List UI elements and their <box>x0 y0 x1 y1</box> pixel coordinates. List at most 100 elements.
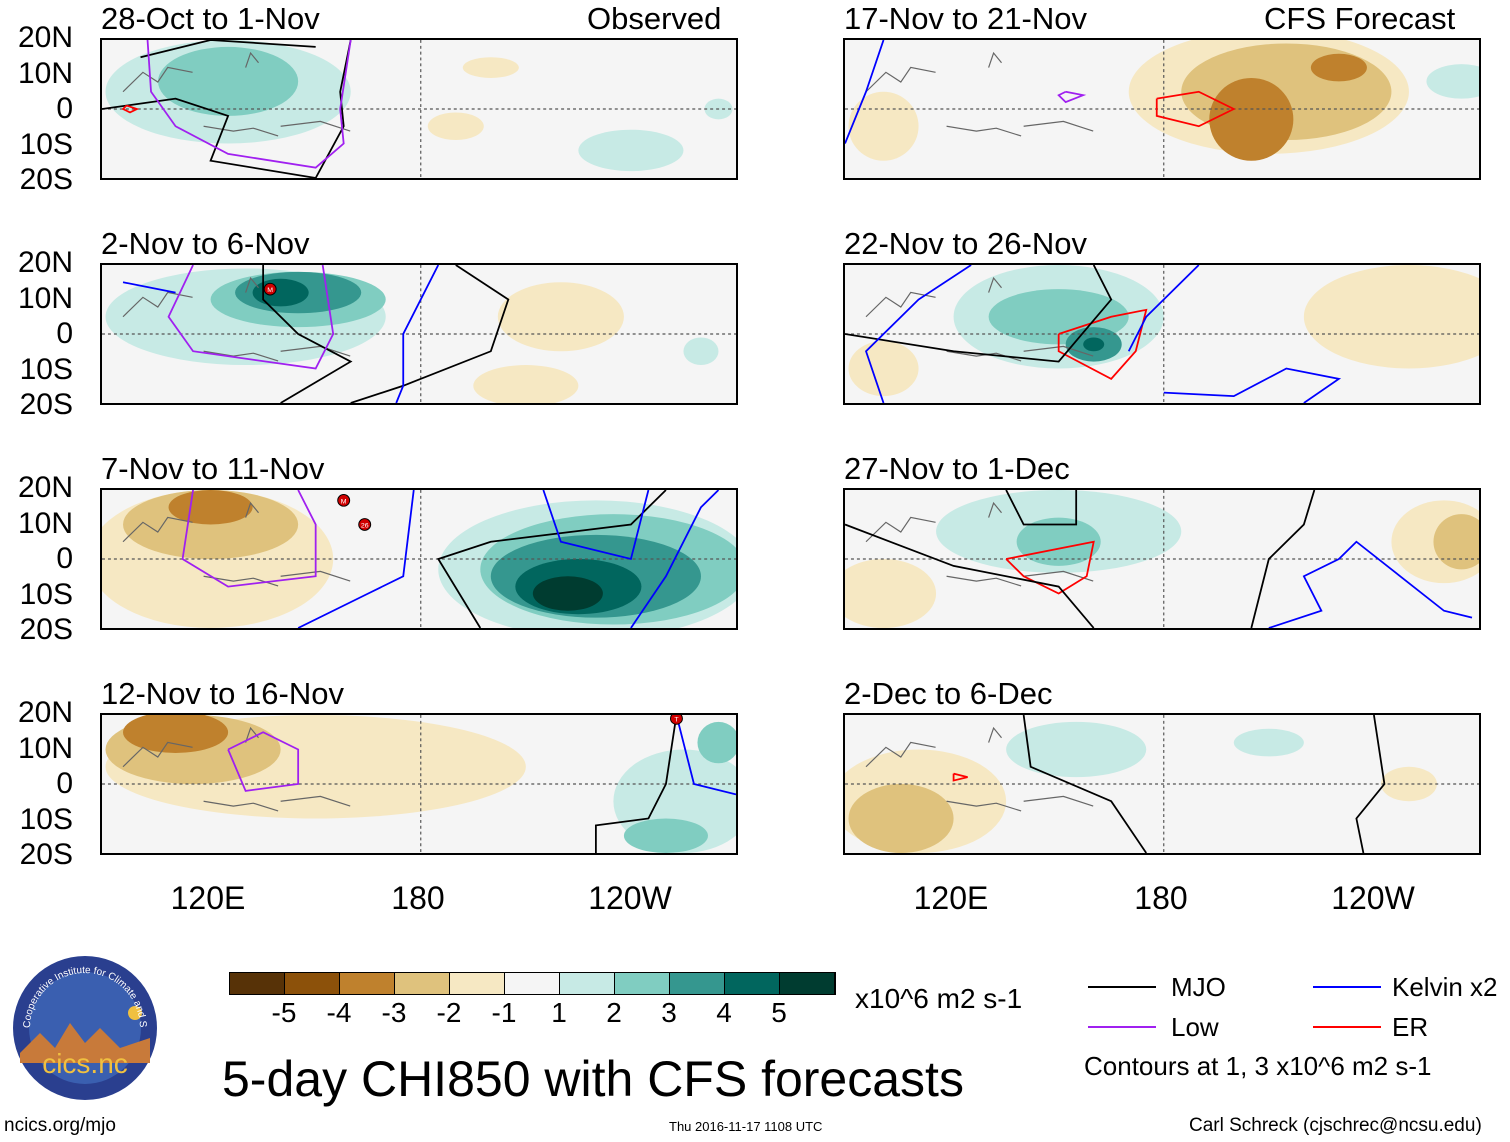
anomaly-region <box>158 46 299 116</box>
anomaly-region <box>123 715 229 753</box>
anomaly-region <box>1426 64 1479 99</box>
kelvin-contour <box>864 265 972 403</box>
anomaly-region <box>1380 766 1437 802</box>
timestamp: Thu 2016-11-17 1108 UTC <box>669 1119 823 1134</box>
coastline <box>122 276 351 362</box>
panel-title: 12-Nov to 16-Nov <box>101 676 344 711</box>
anomaly-region <box>168 490 253 525</box>
low-contour <box>167 265 335 370</box>
colorbar-swatch <box>670 973 725 994</box>
lat-label: 10N <box>17 281 73 315</box>
svg-text:cics.nc: cics.nc <box>42 1048 128 1079</box>
lat-label: 10S <box>19 127 73 161</box>
er-contour <box>952 772 968 782</box>
lat-label: 10N <box>17 506 73 540</box>
mjo-contour <box>262 265 353 403</box>
svg-text:M: M <box>267 287 273 294</box>
lon-label: 180 <box>1134 880 1188 916</box>
anomaly-region <box>1310 53 1367 82</box>
colorbar-tick-label: 1 <box>551 997 567 1028</box>
colorbar-swatch <box>395 973 450 994</box>
lon-label: 180 <box>391 880 445 916</box>
mjo-contour <box>314 40 352 178</box>
lon-label: 120W <box>588 880 672 916</box>
lat-label: 10S <box>19 802 73 836</box>
anomaly-region <box>252 278 309 307</box>
anomaly-region <box>1303 265 1479 369</box>
coastline <box>865 501 1094 587</box>
panel-title: 7-Nov to 11-Nov <box>101 451 325 486</box>
lat-label: 10S <box>19 352 73 386</box>
lat-label: 0 <box>56 767 73 800</box>
kelvin-legend-line <box>1313 986 1381 988</box>
low-legend-label: Low <box>1171 1012 1219 1042</box>
mjo-contour <box>1355 715 1386 853</box>
map-panel <box>843 488 1481 630</box>
colorbar-tick-label: -3 <box>381 997 407 1028</box>
anomaly-region <box>578 129 684 172</box>
anomaly-region <box>683 337 719 366</box>
mjo-contour <box>1022 715 1147 853</box>
panel-title: 2-Dec to 6-Dec <box>844 676 1053 711</box>
map-panel <box>843 38 1481 180</box>
map-panel: M 26 <box>100 488 738 630</box>
mjo-contour <box>350 265 510 403</box>
kelvin-contour <box>630 490 720 628</box>
map-panel: M <box>100 263 738 405</box>
anomaly-region <box>532 576 603 611</box>
panel-title: 22-Nov to 26-Nov <box>844 226 1087 261</box>
lat-label: 20S <box>19 388 73 421</box>
anomaly-region <box>848 784 954 853</box>
mjo-legend-line <box>1088 986 1156 988</box>
map-panel: T <box>100 713 738 855</box>
kelvin-legend-label: Kelvin x2 <box>1392 972 1498 1002</box>
anomaly-region <box>1209 77 1294 161</box>
kelvin-contour <box>542 490 650 561</box>
observed-label: Observed <box>587 1 722 36</box>
anomaly-region <box>1006 721 1147 778</box>
map-panel <box>843 263 1481 405</box>
kelvin-contour <box>122 281 176 294</box>
colorbar-swatch <box>450 973 505 994</box>
anomaly-region <box>623 818 708 853</box>
forecast-label: CFS Forecast <box>1264 1 1456 36</box>
lat-label: 20S <box>19 838 73 871</box>
source-link[interactable]: ncics.org/mjo <box>4 1115 116 1136</box>
lat-label: 20S <box>19 163 73 196</box>
panel-title: 28-Oct to 1-Nov <box>101 1 320 36</box>
colorbar-units: x10^6 m2 s-1 <box>855 983 1023 1014</box>
cics-logo: Cooperative Institute for Climate and Sa… <box>10 953 157 1100</box>
svg-text:M: M <box>341 498 347 505</box>
panel-title: 2-Nov to 6-Nov <box>101 226 310 261</box>
lat-label: 20N <box>17 696 73 729</box>
low-contour <box>227 731 300 792</box>
anomaly-region <box>427 112 484 141</box>
low-legend-line <box>1088 1026 1156 1028</box>
lon-label: 120E <box>170 880 246 916</box>
coastline <box>122 501 351 587</box>
panel-title: 17-Nov to 21-Nov <box>844 1 1087 36</box>
kelvin-contour <box>1127 265 1200 352</box>
colorbar-tick-label: -4 <box>326 997 352 1028</box>
mjo-contour <box>1250 490 1316 628</box>
colorbar-swatch <box>505 973 560 994</box>
panel-title: 27-Nov to 1-Dec <box>844 451 1070 486</box>
low-contour <box>181 490 317 588</box>
colorbar-tick-label: 5 <box>771 997 787 1028</box>
contour-note: Contours at 1, 3 x10^6 m2 s-1 <box>1084 1051 1432 1081</box>
anomaly-region <box>697 721 736 764</box>
mjo-legend-label: MJO <box>1171 972 1226 1002</box>
colorbar-swatch <box>560 973 615 994</box>
colorbar-swatch <box>780 973 835 994</box>
lat-label: 20S <box>19 613 73 646</box>
storm-marker: M <box>263 282 277 296</box>
kelvin-contour <box>1163 367 1342 403</box>
storm-marker: M <box>337 494 351 507</box>
coastline <box>122 51 351 137</box>
lat-label: 10N <box>17 56 73 90</box>
er-contour <box>1005 540 1095 595</box>
colorbar-swatch <box>615 973 670 994</box>
lat-label: 10N <box>17 731 73 765</box>
colorbar-tick-label: -2 <box>436 997 462 1028</box>
